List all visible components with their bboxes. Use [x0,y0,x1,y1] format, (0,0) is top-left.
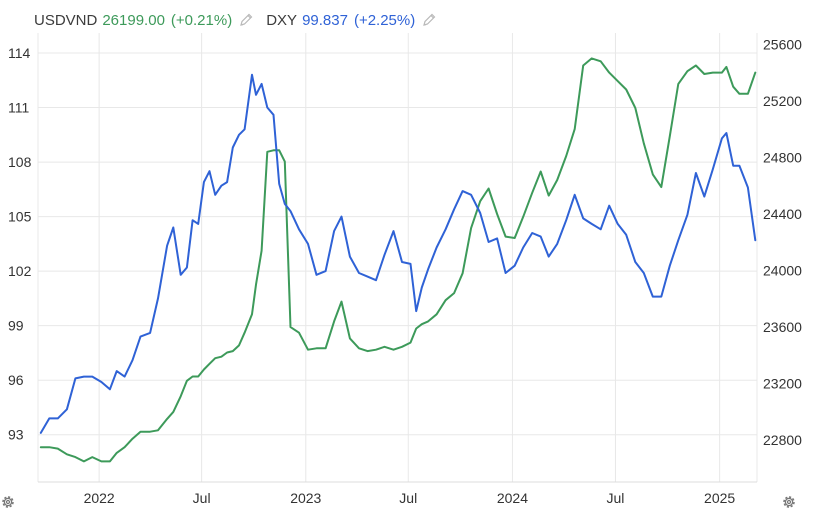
pencil-icon[interactable] [421,12,437,28]
x-tick-label: 2025 [704,490,735,506]
x-tick-label: Jul [607,490,625,506]
legend-value-dxy: 99.837 [302,11,348,29]
y-right-tick-label: 25600 [763,36,802,52]
legend-symbol-dxy: DXY [266,11,298,29]
y-left-tick-label: 114 [8,45,31,61]
x-tick-label: 2024 [497,490,528,506]
x-tick-label: 2022 [84,490,115,506]
axes: 93 96 99 102 105 108 111 114 22800 23200 23600 2400… [8,33,802,506]
grid-lines [38,33,757,482]
y-right-tick-label: 25200 [763,93,802,109]
gear-icon[interactable] [0,494,16,510]
y-right-tick-label: 22800 [763,432,802,448]
y-left-tick-label: 105 [8,209,32,225]
legend-item-dxy[interactable]: DXY 99.837 (+2.25%) [266,12,437,29]
y-left-tick-label: 108 [8,154,32,170]
y-left-tick-label: 93 [8,427,24,443]
y-right-tick-label: 24000 [763,263,802,279]
series-line-usdvnd [39,57,757,463]
legend-change-dxy: (+2.25%) [353,11,416,29]
legend-change-usdvnd: (+0.21%) [170,11,233,29]
pencil-icon[interactable] [238,12,254,28]
y-left-tick-label: 102 [8,263,32,279]
y-right-tick-label: 23200 [763,376,802,392]
y-right-tick-label: 23600 [763,319,802,335]
series-lines [39,57,757,463]
legend-value-usdvnd: 26199.00 [102,11,165,29]
x-tick-label: Jul [193,490,211,506]
series-line-dxy [39,73,757,434]
y-right-tick-label: 24400 [763,206,802,222]
y-left-tick-label: 96 [8,372,24,388]
y-left-tick-label: 99 [8,318,24,334]
gear-icon[interactable] [781,494,797,510]
x-tick-label: Jul [399,490,417,506]
legend-symbol-usdvnd: USDVND [34,11,98,29]
y-right-tick-label: 24800 [763,149,802,165]
x-tick-label: 2023 [290,490,321,506]
legend-item-usdvnd[interactable]: USDVND 26199.00 (+0.21%) [34,12,254,29]
chart-legend: USDVND 26199.00 (+0.21%) DXY 99.837 (+2.… [34,9,449,31]
y-left-tick-label: 111 [8,100,29,116]
